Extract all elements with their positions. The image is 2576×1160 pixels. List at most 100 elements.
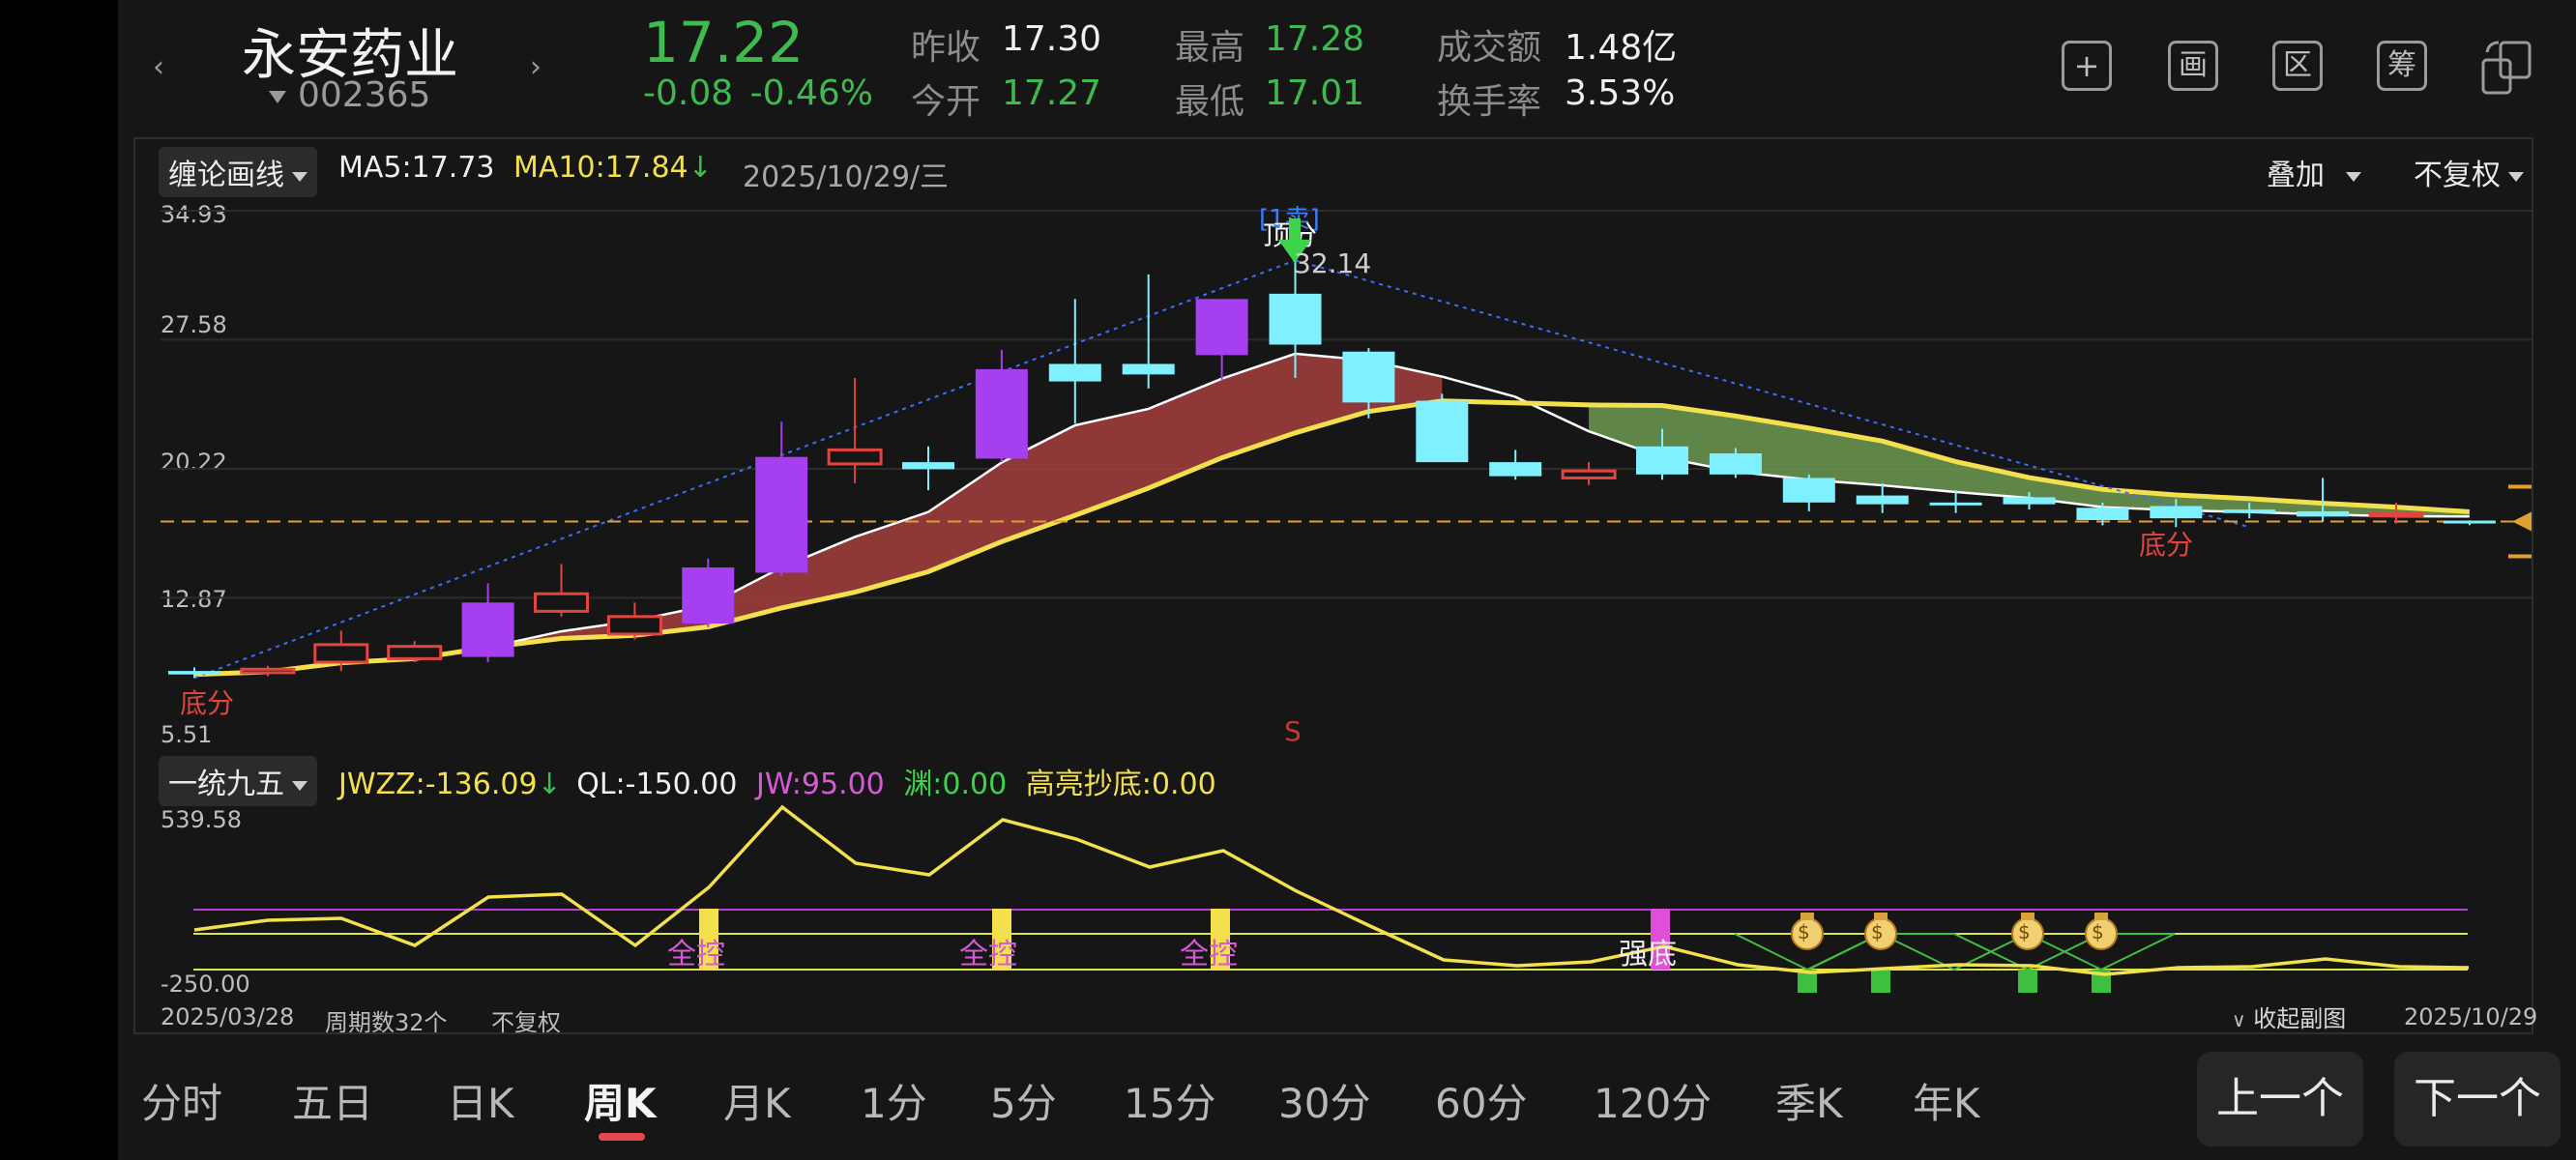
tab-30min[interactable]: 30分: [1278, 1080, 1371, 1127]
period-count: 周期数32个: [325, 1009, 448, 1036]
signal-label: 全控: [959, 938, 1017, 972]
money-bag-icon: $: [2092, 920, 2104, 943]
change-percent: -0.46%: [749, 73, 873, 113]
prev-close-value: 17.30: [1002, 19, 1102, 59]
money-bag-icon: [1791, 913, 2118, 950]
tab-5min[interactable]: 5分: [990, 1080, 1057, 1127]
cursor-date: 2025/10/29/三: [743, 160, 950, 194]
high-label: 最高: [1175, 28, 1245, 68]
sub-indicator-dropdown[interactable]: 一统九五: [159, 756, 317, 806]
candle-body: [2443, 520, 2496, 524]
overlay-label: 叠加: [2267, 159, 2325, 192]
candle-body: [2223, 509, 2276, 513]
sub-y-top: 539.58: [161, 806, 242, 833]
turnover-amount-value: 1.48亿: [1565, 28, 1678, 68]
candle-body: [1929, 502, 1982, 506]
candle-body: [387, 645, 443, 660]
price-change: -0.08 -0.46%: [643, 73, 873, 113]
money-bag-icon: $: [1871, 920, 1884, 943]
candle-body: [313, 643, 369, 664]
change-value: -0.08: [643, 73, 734, 113]
candle-body: [827, 448, 883, 466]
down-arrow-icon: ↓: [688, 151, 713, 185]
adjust-dropdown[interactable]: 不复权: [2414, 151, 2524, 193]
next-stock-arrow[interactable]: ›: [530, 50, 542, 84]
y-tick: 5.51: [161, 721, 213, 748]
tab-1min[interactable]: 1分: [861, 1080, 927, 1127]
rotate-screen-icon[interactable]: [2477, 37, 2537, 97]
ma10-label: MA10:: [513, 151, 605, 185]
candle-body: [2150, 506, 2203, 519]
stock-name: 永安药业: [242, 24, 458, 87]
main-indicator-dropdown[interactable]: 缠论画线: [159, 147, 317, 197]
tab-intraday[interactable]: 分时: [141, 1080, 223, 1127]
candle-body: [755, 456, 808, 573]
candle-body: [2297, 510, 2350, 517]
candle-body: [461, 602, 514, 657]
candle-body: [682, 567, 735, 624]
chart-frame: [133, 137, 2533, 1034]
highlight-bottom-value: 0.00: [1151, 768, 1216, 801]
sub-indicator-label: 一统九五: [168, 768, 284, 801]
bottom-fractal-right: 底分: [2139, 529, 2194, 561]
sell-arrow-icon: [1278, 218, 1311, 263]
ma10-line: [193, 398, 2471, 678]
prev-stock-arrow[interactable]: ‹: [153, 50, 164, 84]
code-dropdown-icon[interactable]: [269, 91, 286, 103]
overlay-dropdown[interactable]: 叠加: [2267, 151, 2361, 193]
prev-stock-button[interactable]: 上一个: [2197, 1052, 2363, 1146]
ma5-value: 17.73: [411, 151, 495, 185]
tab-quarterly-k[interactable]: 季K: [1775, 1080, 1843, 1127]
tab-five-day[interactable]: 五日: [292, 1080, 374, 1127]
main-panel: [118, 0, 2576, 1160]
low-label: 最低: [1175, 82, 1245, 122]
bottom-fractal-left: 底分: [180, 687, 235, 719]
ql-value: -150.00: [625, 768, 738, 801]
candle-body: [1636, 446, 1688, 475]
candle-body: [1782, 478, 1835, 503]
y-tick: 12.87: [161, 586, 227, 613]
highlight-bottom-label: 高亮抄底:: [1025, 768, 1152, 801]
draw-icon[interactable]: 画: [2168, 41, 2218, 91]
s-marker: S: [1284, 715, 1302, 747]
candle-body: [975, 368, 1028, 459]
candle-body: [2003, 497, 2056, 505]
chevron-down-icon: [292, 171, 307, 182]
sub-legend: JWZZ:-136.09↓ QL:-150.00 JW:95.00 渊:0.00…: [338, 760, 1216, 802]
tab-60min[interactable]: 60分: [1435, 1080, 1528, 1127]
tab-weekly-k[interactable]: 周K: [584, 1080, 657, 1127]
candle-body: [1489, 462, 1542, 477]
chevron-down-icon: [292, 780, 307, 791]
add-icon[interactable]: +: [2062, 41, 2112, 91]
ma5-line: [193, 352, 2470, 676]
collapse-subchart-button[interactable]: ∨ 收起副图: [2232, 1000, 2346, 1033]
jw-value: 95.00: [801, 768, 885, 801]
stock-code[interactable]: 002365: [298, 75, 431, 115]
candle-body: [1048, 363, 1101, 382]
tab-monthly-k[interactable]: 月K: [723, 1080, 791, 1127]
adjust-status: 不复权: [491, 1009, 561, 1036]
yuan-label: 渊:: [903, 768, 943, 801]
next-stock-button[interactable]: 下一个: [2394, 1052, 2561, 1146]
main-indicator-label: 缠论画线: [168, 159, 284, 192]
adjust-label: 不复权: [2414, 159, 2501, 192]
tab-yearly-k[interactable]: 年K: [1913, 1080, 1980, 1127]
active-tab-indicator: [599, 1133, 645, 1141]
tab-15min[interactable]: 15分: [1124, 1080, 1216, 1127]
prev-close-label: 昨收: [911, 28, 981, 68]
jwzz-value: -136.09: [424, 768, 538, 801]
candle-body: [534, 592, 589, 613]
sub-y-bottom: -250.00: [161, 971, 250, 998]
range-icon[interactable]: 区: [2272, 41, 2323, 91]
tab-daily-k[interactable]: 日K: [447, 1080, 514, 1127]
tab-120min[interactable]: 120分: [1594, 1080, 1712, 1127]
candle-body: [1561, 469, 1617, 479]
candle-body: [2368, 511, 2424, 518]
open-value: 17.27: [1002, 73, 1102, 113]
chips-icon[interactable]: 筹: [2377, 41, 2427, 91]
turnover-rate-value: 3.53%: [1565, 73, 1676, 113]
high-value: 17.28: [1265, 19, 1365, 59]
signal-label: 全控: [667, 938, 725, 972]
